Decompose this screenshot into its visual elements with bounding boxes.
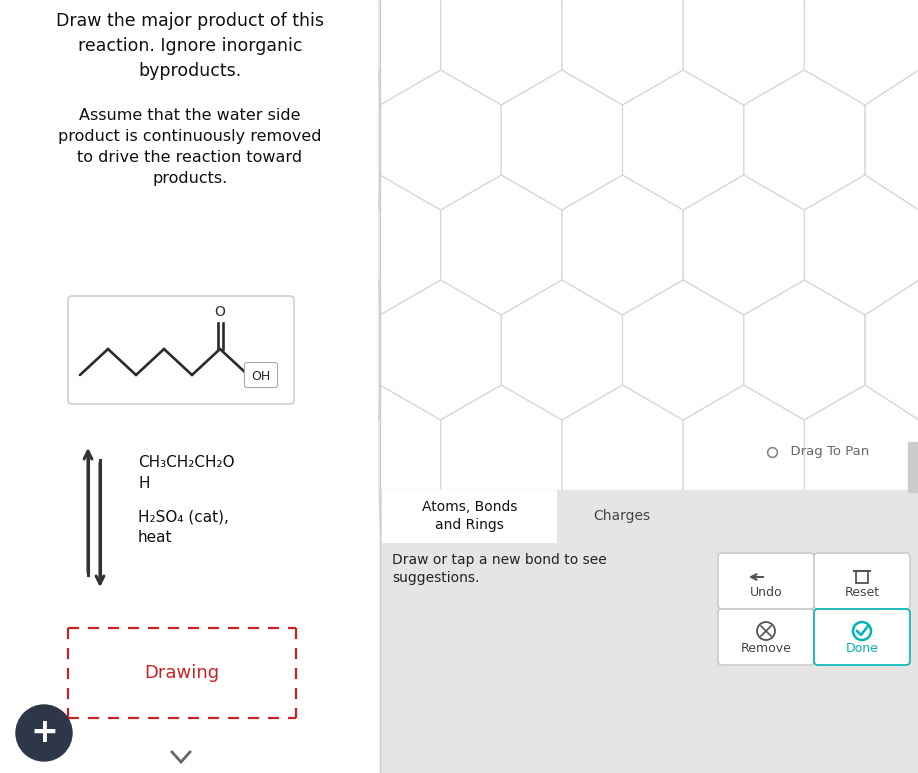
Text: Done: Done bbox=[845, 642, 879, 656]
FancyBboxPatch shape bbox=[68, 296, 294, 404]
Circle shape bbox=[16, 705, 72, 761]
Text: Charges: Charges bbox=[593, 509, 651, 523]
Bar bbox=[856, 571, 868, 583]
Text: CH₃CH₂CH₂O: CH₃CH₂CH₂O bbox=[138, 455, 235, 470]
FancyBboxPatch shape bbox=[718, 553, 814, 609]
Text: +: + bbox=[30, 717, 58, 750]
Text: Undo: Undo bbox=[750, 587, 782, 600]
Bar bbox=[380, 0, 918, 490]
Text: Draw or tap a new bond to see
suggestions.: Draw or tap a new bond to see suggestion… bbox=[392, 553, 607, 585]
FancyBboxPatch shape bbox=[718, 609, 814, 665]
Text: Drawing: Drawing bbox=[144, 664, 219, 682]
Text: Draw the major product of this
reaction. Ignore inorganic
byproducts.: Draw the major product of this reaction.… bbox=[56, 12, 324, 80]
FancyBboxPatch shape bbox=[244, 363, 277, 387]
Text: Assume that the water side
product is continuously removed
to drive the reaction: Assume that the water side product is co… bbox=[58, 108, 321, 186]
Text: O: O bbox=[215, 305, 226, 319]
Bar bbox=[380, 490, 918, 773]
Text: Atoms, Bonds
and Rings: Atoms, Bonds and Rings bbox=[421, 500, 517, 532]
Text: OH: OH bbox=[252, 369, 271, 383]
Bar bbox=[0, 0, 380, 773]
FancyBboxPatch shape bbox=[382, 490, 557, 543]
FancyBboxPatch shape bbox=[814, 553, 910, 609]
Text: Reset: Reset bbox=[845, 587, 879, 600]
FancyBboxPatch shape bbox=[814, 609, 910, 665]
Text: H₂SO₄ (cat),: H₂SO₄ (cat), bbox=[138, 510, 229, 525]
Text: Remove: Remove bbox=[741, 642, 791, 656]
Bar bbox=[908, 442, 918, 492]
Text: heat: heat bbox=[138, 530, 173, 545]
Text: H: H bbox=[138, 476, 150, 491]
Text: Drag To Pan: Drag To Pan bbox=[782, 445, 869, 458]
